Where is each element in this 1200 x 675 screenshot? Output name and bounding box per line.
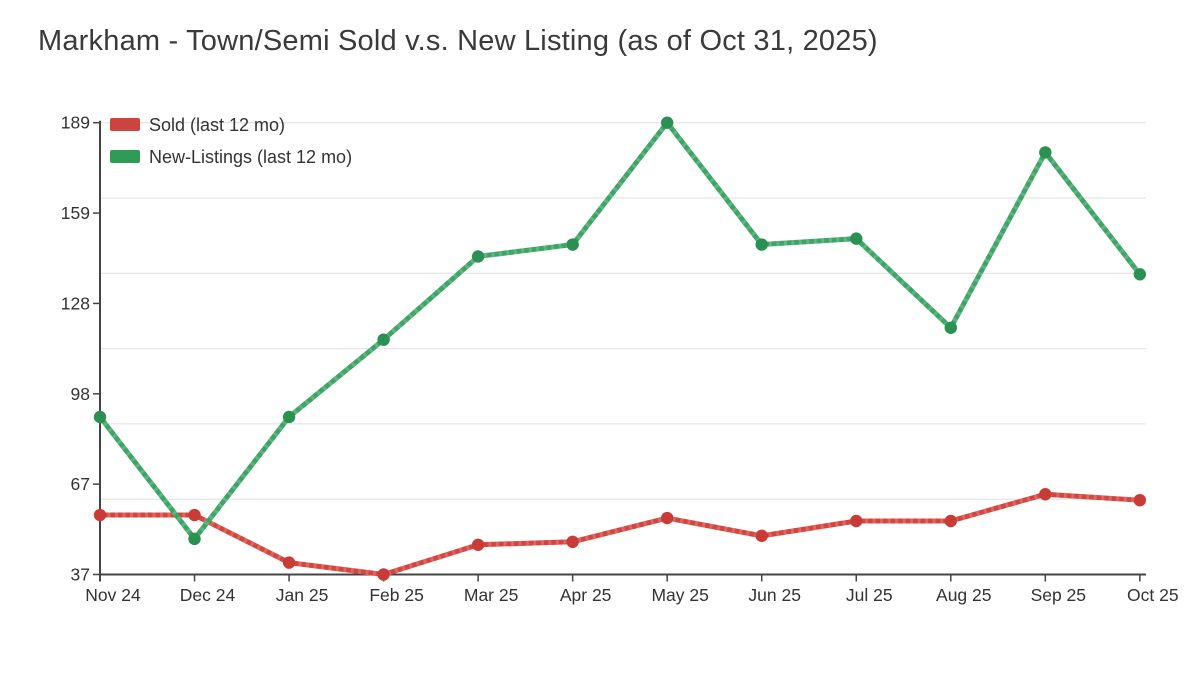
- sold-line-texture: [100, 491, 1140, 577]
- sold-legend-label: Sold (last 12 mo): [149, 115, 286, 135]
- y-tick-label: 159: [61, 203, 90, 223]
- x-tick-label: Jul 25: [846, 585, 893, 605]
- chart-title: Markham - Town/Semi Sold v.s. New Listin…: [38, 25, 878, 57]
- sold-marker[interactable]: [755, 529, 768, 543]
- sold-line: [97, 491, 1143, 577]
- y-tick-label: 128: [61, 293, 90, 313]
- chart-legend: Sold (last 12 mo) New-Listings (last 12 …: [110, 115, 352, 166]
- x-tick-label: Oct 25: [1127, 585, 1179, 605]
- legend-item-new-listings[interactable]: New-Listings (last 12 mo): [110, 147, 352, 166]
- sold-marker[interactable]: [93, 508, 107, 522]
- sold-marker[interactable]: [944, 514, 957, 528]
- new-listings-series[interactable]: [93, 116, 1147, 546]
- sold-marker[interactable]: [188, 508, 201, 522]
- new-listings-marker[interactable]: [944, 321, 957, 334]
- new-listings-legend-label: New-Listings (last 12 mo): [149, 147, 353, 167]
- y-tick-label: 67: [71, 474, 90, 494]
- new-listings-marker[interactable]: [1039, 146, 1052, 159]
- x-tick-label: Jan 25: [276, 585, 329, 605]
- sold-marker[interactable]: [850, 514, 863, 528]
- new-listings-legend-swatch-icon: [110, 150, 140, 163]
- new-listings-marker[interactable]: [282, 410, 296, 424]
- x-tick-label: Apr 25: [560, 585, 612, 605]
- new-listings-marker[interactable]: [850, 232, 863, 245]
- x-tick-label: Aug 25: [936, 585, 991, 605]
- new-listings-marker[interactable]: [188, 532, 201, 546]
- legend-item-sold[interactable]: Sold (last 12 mo): [110, 115, 352, 134]
- x-tick-label: Sep 25: [1031, 585, 1086, 605]
- new-listings-line-texture: [98, 120, 1142, 542]
- new-listings-marker[interactable]: [755, 238, 768, 251]
- x-tick-label: Dec 24: [180, 585, 236, 605]
- new-listings-marker[interactable]: [1133, 268, 1147, 281]
- sold-marker[interactable]: [471, 538, 485, 551]
- sold-marker[interactable]: [377, 568, 390, 581]
- x-tick-label: Jun 25: [748, 585, 801, 605]
- y-tick-label: 37: [71, 565, 90, 585]
- new-listings-line: [97, 120, 1143, 542]
- x-tick-label: May 25: [651, 585, 708, 605]
- sold-marker[interactable]: [1039, 488, 1052, 501]
- new-listings-marker[interactable]: [660, 116, 674, 129]
- x-tick-label: Feb 25: [369, 585, 423, 605]
- sold-marker[interactable]: [566, 535, 579, 549]
- y-tick-label: 189: [61, 113, 90, 133]
- x-tick-label: Mar 25: [464, 585, 518, 605]
- sold-series[interactable]: [93, 488, 1147, 581]
- x-tick-label: Nov 24: [85, 585, 141, 605]
- sold-marker[interactable]: [660, 511, 674, 525]
- new-listings-marker[interactable]: [471, 250, 485, 263]
- new-listings-marker[interactable]: [93, 410, 107, 424]
- new-listings-marker[interactable]: [377, 333, 390, 346]
- new-listings-marker[interactable]: [566, 238, 579, 251]
- sold-legend-swatch-icon: [110, 118, 140, 131]
- y-tick-label: 98: [71, 384, 90, 404]
- sold-marker[interactable]: [1133, 493, 1147, 507]
- sold-marker[interactable]: [282, 556, 296, 569]
